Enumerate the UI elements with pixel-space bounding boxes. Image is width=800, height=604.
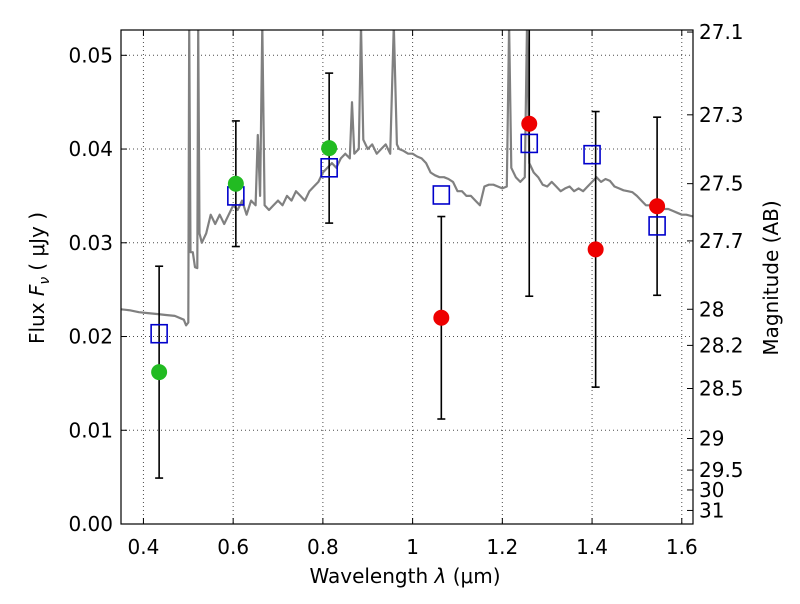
y-axis-label-symbol: F (25, 284, 49, 296)
red-data-point (433, 309, 450, 326)
magnitude-tick-label: 28.5 (699, 377, 744, 401)
right-axis-label: Magnitude (AB) (759, 200, 783, 355)
x-tick-label: 1.2 (486, 535, 518, 559)
x-axis-label-unit: (μm) (453, 564, 501, 588)
magnitude-tick-label: 28.2 (699, 333, 744, 357)
model-photometry-square (520, 133, 539, 154)
spectrum-line (121, 30, 693, 327)
y-axis-label: Flux Fν ( μJy ) (25, 212, 53, 344)
x-axis-label: Wavelength λ (μm) (309, 564, 500, 588)
x-tick-label: 0.8 (307, 535, 339, 559)
green-data-point (321, 140, 338, 157)
plot-frame (120, 29, 694, 525)
x-tick-label: 1.4 (576, 535, 608, 559)
model-photometry-square (583, 144, 601, 165)
y-axis-label-unit: ( μJy ) (25, 212, 49, 271)
magnitude-tick-label: 28 (699, 297, 724, 321)
model-photometry-square (150, 323, 168, 344)
errorbar-layer (155, 30, 662, 479)
magnitude-tick-label: 29.5 (699, 458, 744, 482)
y-tick-label: 0.03 (68, 231, 113, 255)
x-tick-label: 1 (406, 535, 419, 559)
tick-layer: 0.4 0.6 0.8 1 1.2 1.4 1.6 0.00 0.01 0.02 0.03 0.04 0… (68, 20, 743, 559)
grid-layer (121, 30, 693, 525)
y-axis-label-subscript: ν (37, 277, 53, 285)
y-tick-label: 0.00 (68, 512, 113, 536)
x-tick-label: 0.6 (217, 535, 249, 559)
model-photometry-square (432, 185, 451, 205)
y-tick-label: 0.04 (68, 137, 113, 161)
magnitude-tick-label: 27.7 (699, 229, 744, 253)
model-photometry-square (648, 216, 666, 236)
marker-layer (150, 115, 666, 381)
y-axis-label-text: Flux (25, 302, 49, 344)
red-data-point (649, 198, 666, 215)
y-tick-label: 0.01 (68, 418, 113, 442)
magnitude-tick-label: 31 (699, 498, 724, 522)
red-data-point (587, 241, 604, 258)
spectrum-layer (121, 30, 693, 327)
green-data-point (227, 175, 244, 192)
y-tick-label: 0.05 (68, 43, 113, 67)
magnitude-tick-label: 27.5 (699, 172, 744, 196)
x-axis-label-text: Wavelength (309, 564, 428, 588)
x-axis-label-symbol: λ (434, 564, 447, 588)
magnitude-tick-label: 27.3 (699, 103, 744, 127)
magnitude-tick-label: 30 (699, 478, 724, 502)
green-data-point (151, 364, 168, 381)
model-photometry-square (320, 157, 338, 178)
red-data-point (521, 115, 538, 132)
x-tick-label: 1.6 (666, 535, 698, 559)
y-tick-label: 0.02 (68, 325, 113, 349)
magnitude-tick-label: 27.1 (699, 20, 744, 44)
magnitude-tick-label: 29 (699, 427, 724, 451)
x-tick-label: 0.4 (128, 535, 160, 559)
